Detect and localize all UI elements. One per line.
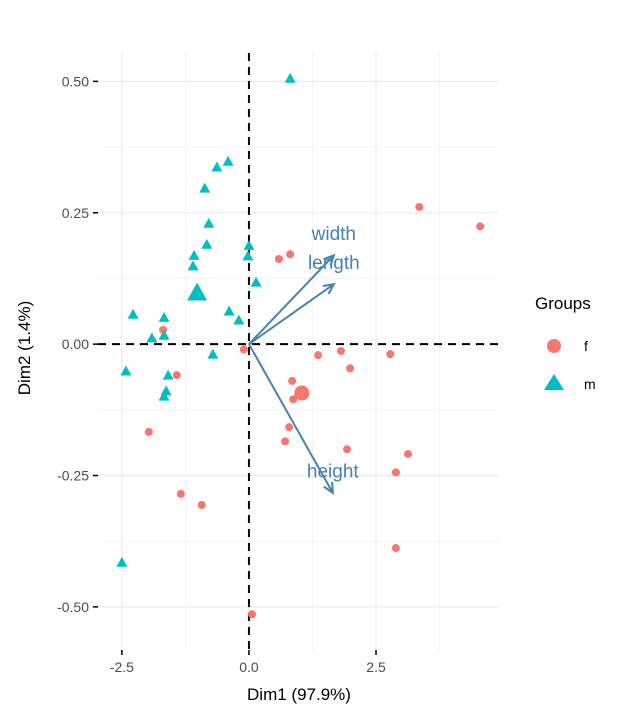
point-m [199, 182, 211, 193]
point-f [281, 437, 290, 446]
point-m [188, 249, 200, 260]
point-f [415, 202, 424, 211]
point-m [242, 250, 254, 261]
point-f [248, 610, 257, 619]
point-f [343, 445, 352, 454]
point-m [243, 239, 255, 250]
y-tick-label: -0.50 [57, 599, 89, 615]
legend-label-f: f [584, 338, 588, 354]
grid-minor [98, 53, 498, 650]
point-f [197, 500, 206, 509]
legend-key-m-triangle [544, 374, 564, 390]
legend-key-f-circle [547, 339, 561, 353]
point-m [158, 329, 170, 340]
point-f [172, 371, 181, 380]
point-m [233, 314, 245, 325]
point-f [404, 449, 413, 458]
point-m [207, 348, 219, 359]
point-f [336, 346, 345, 355]
point-m [222, 155, 234, 166]
point-f [476, 222, 485, 231]
x-tick-label: 0.0 [239, 659, 259, 675]
arrowhead-length [322, 282, 336, 295]
point-f [286, 250, 295, 259]
point-f [346, 364, 355, 373]
y-axis-title: Dim2 (1.4%) [15, 301, 34, 395]
x-axis-title: Dim1 (97.9%) [247, 685, 351, 704]
point-m [250, 276, 262, 287]
y-tick-label: -0.25 [57, 468, 89, 484]
x-tick-label: -2.5 [110, 659, 134, 675]
points [116, 72, 485, 619]
point-f [239, 345, 248, 354]
point-f [386, 350, 395, 359]
arrow-label-width: width [311, 224, 356, 245]
point-m [211, 161, 223, 172]
point-m [158, 311, 170, 322]
point-m [120, 365, 132, 376]
centroid-f [294, 385, 310, 401]
legend: Groups f m [535, 294, 596, 392]
point-f [285, 423, 294, 432]
arrow-height [248, 343, 334, 494]
point-m [162, 369, 174, 380]
arrow-label-height: height [307, 461, 359, 482]
point-m [116, 556, 128, 567]
y-tick-label: 0.25 [62, 205, 89, 221]
arrowhead-height [323, 481, 334, 495]
point-m [203, 217, 215, 228]
point-m [158, 390, 170, 401]
point-f [289, 395, 298, 404]
point-m [187, 260, 199, 271]
reference-lines [98, 53, 498, 650]
axes: -2.5 0.0 2.5 -0.50 -0.25 0.00 0.25 0.50 [57, 73, 386, 675]
point-f [314, 351, 323, 360]
variable-arrows: width length height [248, 224, 360, 495]
point-m [146, 332, 158, 343]
point-m [201, 238, 213, 249]
arrow-width [248, 254, 335, 345]
point-f [144, 427, 153, 436]
point-m [127, 308, 139, 319]
arrow-length [248, 283, 335, 345]
point-f [274, 255, 283, 264]
point-f [391, 544, 400, 553]
point-f [176, 489, 185, 498]
point-m [223, 305, 235, 316]
legend-label-m: m [584, 376, 596, 392]
legend-title: Groups [535, 294, 591, 313]
point-f [288, 376, 297, 385]
arrowhead-width [323, 253, 336, 267]
x-tick-label: 2.5 [366, 659, 386, 675]
y-tick-label: 0.00 [62, 336, 89, 352]
centroid-m [187, 282, 208, 301]
arrow-label-length: length [308, 253, 360, 274]
y-tick-label: 0.50 [62, 73, 89, 89]
point-m [284, 72, 296, 83]
point-f [391, 468, 400, 477]
